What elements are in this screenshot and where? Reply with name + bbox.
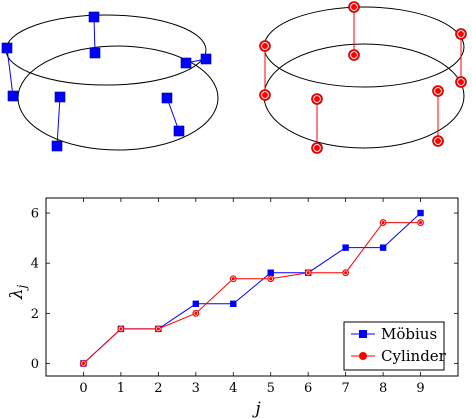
x-tick-label: 7 [341, 381, 349, 396]
cylinder-vertex [455, 76, 467, 88]
cylinder-vertex [432, 85, 444, 97]
legend-label-cylinder: Cylinder [381, 347, 447, 365]
data-point-cylinder [417, 219, 424, 226]
cylinder-vertex [348, 1, 360, 13]
mobius-edge [93, 16, 96, 54]
data-point-ring-cylinder [380, 220, 386, 225]
y-tick-label: 4 [31, 257, 39, 272]
cylinder-edges [264, 7, 462, 148]
data-point-ring-cylinder [231, 276, 236, 281]
data-point-mobius [192, 300, 200, 307]
x-tick-label: 5 [267, 381, 275, 396]
cylinder-diagram [259, 1, 467, 154]
legend-marker-mobius [359, 330, 367, 338]
cylinder-vertex-ring [457, 30, 465, 38]
series-line-cylinder [83, 222, 421, 364]
legend: Möbius Cylinder [343, 321, 447, 371]
cylinder-vertex [455, 28, 467, 40]
cylinder-vertex-ring [350, 51, 358, 59]
mobius-vertex [89, 47, 101, 59]
data-point-cylinder [229, 275, 237, 283]
data-point-ring-cylinder [81, 361, 86, 366]
mobius-vertices [1, 11, 212, 152]
data-point-cylinder [304, 269, 312, 277]
cylinder-vertex-ring [434, 137, 442, 145]
axis-tick-labels: 0 1 2 3 4 5 6 7 8 9 0 2 4 6 [31, 207, 425, 396]
data-point-ring-cylinder [305, 270, 311, 275]
mobius-strip-diagram [1, 11, 219, 152]
x-tick-label: 6 [304, 381, 312, 396]
cylinder-vertex-ring [313, 144, 321, 152]
cylinder-vertex-ring [350, 3, 358, 11]
x-tick-label: 8 [379, 381, 387, 396]
mobius-vertex [161, 92, 173, 104]
y-tick-label: 0 [31, 357, 39, 372]
data-point-ring-cylinder [118, 326, 124, 332]
mobius-vertex [7, 90, 19, 102]
cylinder-vertex-ring [313, 95, 321, 103]
plot-frame [45, 197, 459, 377]
mobius-edge [6, 47, 14, 97]
legend-label-mobius: Möbius [381, 325, 437, 343]
series-layer [80, 209, 424, 367]
mobius-vertex [88, 11, 100, 23]
mobius-vertex [1, 42, 13, 54]
axis-ticks [46, 198, 458, 376]
mobius-edge [166, 97, 180, 132]
cylinder-vertex-rings [261, 3, 465, 152]
x-tick-label: 3 [192, 381, 200, 396]
y-axis-label-subscript: j [15, 284, 29, 291]
data-point-mobius [417, 209, 424, 217]
x-tick-label: 0 [79, 381, 87, 396]
data-point-mobius [267, 269, 274, 276]
data-point-ring-cylinder [156, 326, 161, 332]
data-point-cylinder [154, 325, 162, 333]
data-point-cylinder [117, 325, 125, 333]
y-tick-label: 2 [31, 307, 39, 322]
data-point-cylinder [342, 269, 350, 277]
legend-marker-cylinder [359, 352, 367, 360]
cylinder-vertex-ring [261, 42, 269, 50]
mobius-vertex [180, 57, 192, 69]
cylinder-vertex [432, 135, 444, 147]
mobius-vertex [200, 53, 212, 65]
data-point-cylinder [192, 309, 200, 317]
cylinder-vertex [311, 142, 323, 154]
data-point-ring-cylinder [268, 276, 273, 281]
data-point-mobius [230, 300, 237, 307]
x-axis-label: j [251, 399, 261, 418]
cylinder-top-ellipse [263, 6, 465, 88]
data-point-cylinder [267, 275, 275, 283]
data-point-ring-cylinder [418, 220, 423, 225]
y-axis-label: λj [7, 284, 29, 300]
mobius-top-ellipse [5, 14, 207, 86]
y-tick-label: 6 [31, 207, 39, 222]
y-axis-label-main: λ [7, 288, 27, 300]
cylinder-vertex [259, 40, 271, 52]
mobius-vertex [51, 140, 63, 152]
cylinder-vertex [311, 93, 323, 105]
mobius-vertex [54, 91, 66, 103]
x-tick-label: 9 [416, 381, 424, 396]
x-tick-label: 2 [154, 381, 162, 396]
cylinder-bottom-ellipse [263, 43, 465, 149]
cylinder-vertex [348, 49, 360, 61]
cylinder-vertex-ring [434, 87, 442, 95]
cylinder-vertex-ring [261, 91, 269, 99]
x-tick-label: 1 [117, 381, 125, 396]
data-point-ring-cylinder [343, 270, 348, 275]
data-point-cylinder [80, 360, 87, 367]
cylinder-vertex-ring [457, 78, 465, 86]
data-point-cylinder [379, 219, 387, 226]
cylinder-vertex [259, 89, 271, 101]
mobius-vertex [173, 125, 185, 137]
mobius-edge [56, 96, 61, 147]
x-tick-label: 4 [229, 381, 237, 396]
cylinder-vertices [259, 1, 467, 154]
data-point-ring-cylinder [193, 311, 199, 316]
data-point-mobius [379, 244, 387, 251]
data-point-mobius [342, 244, 349, 251]
